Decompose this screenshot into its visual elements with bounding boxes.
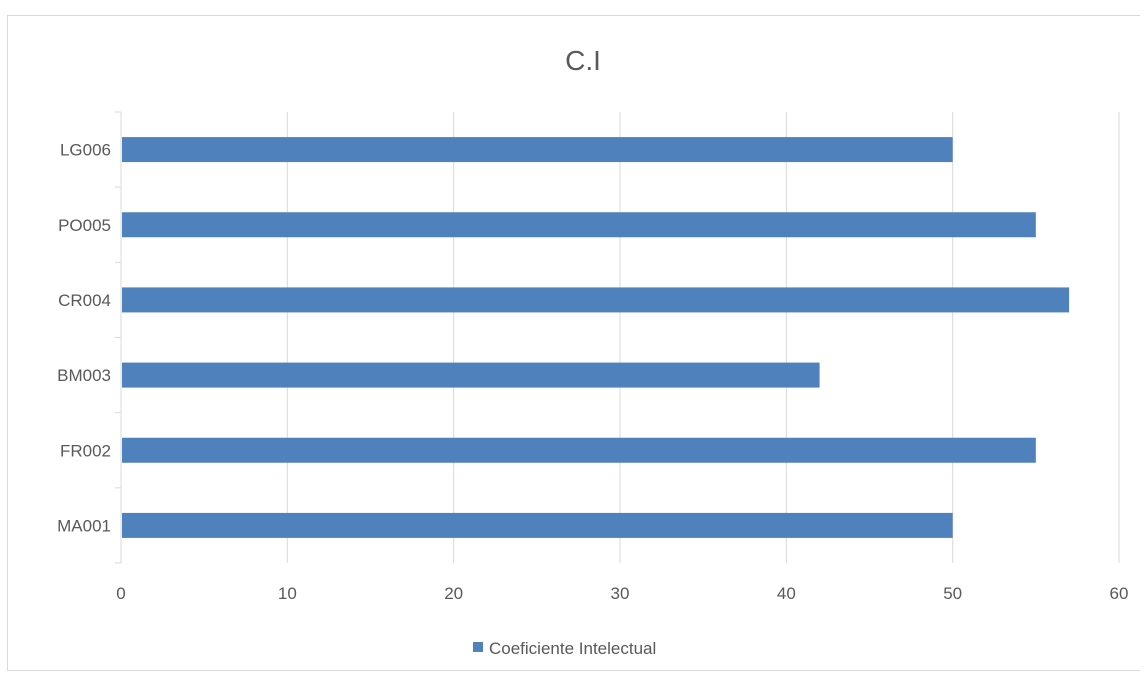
- bar-fr002: [122, 437, 1036, 463]
- bar-ma001: [122, 512, 953, 538]
- y-tick-label: CR004: [58, 291, 111, 310]
- x-tick-label: 10: [278, 584, 297, 603]
- x-tick-label: 60: [1110, 584, 1129, 603]
- y-tick-label: PO005: [58, 216, 111, 235]
- legend: Coeficiente Intelectual: [473, 639, 656, 658]
- y-tick-label: LG006: [60, 141, 111, 160]
- x-tick-label: 30: [611, 584, 630, 603]
- legend-label: Coeficiente Intelectual: [489, 639, 656, 658]
- bar-layer: [122, 137, 1070, 538]
- x-tick-label: 0: [116, 584, 125, 603]
- chart-title: C.I: [565, 45, 601, 76]
- x-tick-label: 20: [444, 584, 463, 603]
- y-tick-label: MA001: [57, 516, 111, 535]
- y-tick-label: FR002: [60, 441, 111, 460]
- tick-layer: 0 10 20 30 40 50 60 MA001 FR002 BM003 CR004 PO005 LG…: [57, 141, 1128, 603]
- legend-swatch: [473, 642, 483, 652]
- x-tick-label: 40: [777, 584, 796, 603]
- chart-frame: [7, 15, 1140, 671]
- y-tick-label: BM003: [57, 366, 111, 385]
- bar-cr004: [122, 287, 1070, 313]
- grid-layer: [286, 112, 1120, 563]
- axis-layer: [115, 111, 122, 564]
- bar-po005: [122, 212, 1036, 238]
- bar-bm003: [122, 362, 820, 388]
- x-tick-label: 50: [943, 584, 962, 603]
- bar-lg006: [122, 137, 953, 163]
